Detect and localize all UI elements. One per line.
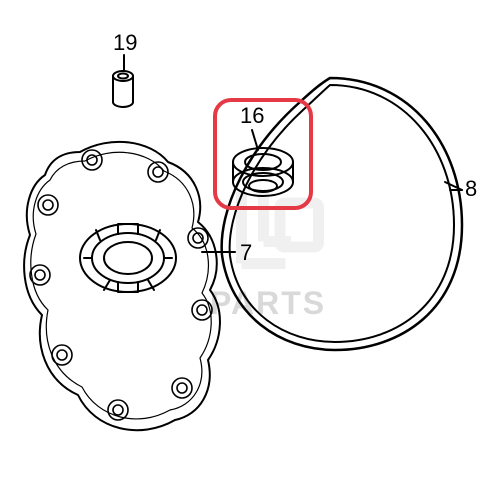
part-cover-plate — [24, 142, 220, 430]
callout-8: 8 — [465, 176, 477, 202]
callout-16: 16 — [240, 103, 264, 129]
part-dowel-pin — [113, 71, 133, 107]
parts-diagram: PARTS — [0, 0, 500, 500]
callout-7: 7 — [240, 240, 252, 266]
callout-19: 19 — [113, 30, 137, 56]
